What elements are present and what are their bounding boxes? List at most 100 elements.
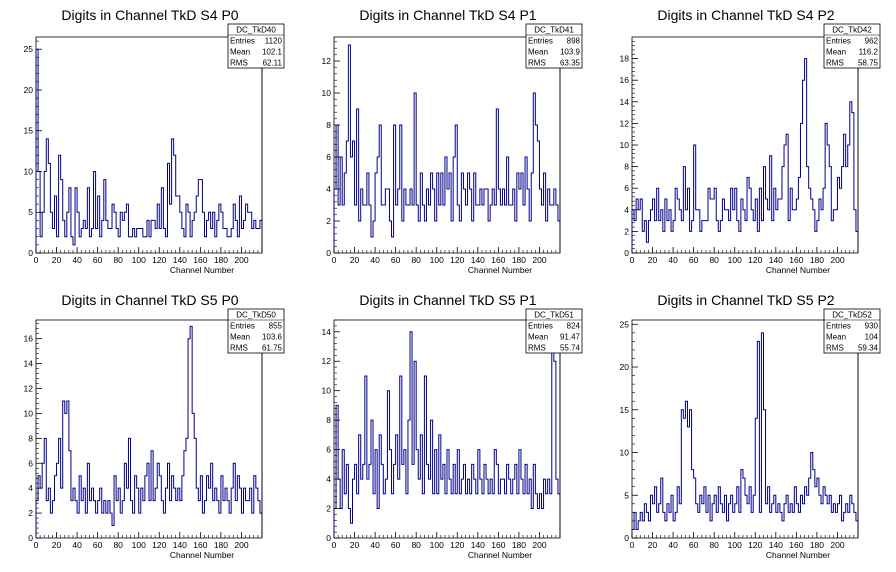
- y-tick-label: 4: [624, 205, 629, 215]
- x-tick-label: 160: [789, 540, 803, 550]
- stats-box: [823, 23, 881, 69]
- x-tick-label: 100: [430, 255, 444, 265]
- panel-title: Digits in Channel TkD S5 P1: [359, 292, 536, 308]
- x-tick-label: 100: [728, 540, 742, 550]
- y-tick-label: 2: [326, 216, 331, 226]
- x-tick-label: 160: [789, 255, 803, 265]
- y-tick-label: 15: [24, 126, 34, 136]
- stats-box: [227, 23, 285, 69]
- y-tick-label: 6: [28, 458, 33, 468]
- plot-frame: [333, 36, 561, 254]
- x-tick-label: 180: [512, 255, 526, 265]
- y-tick-label: 12: [322, 356, 332, 366]
- panel-title: Digits in Channel TkD S4 P1: [359, 7, 536, 23]
- x-tick-label: 20: [350, 540, 360, 550]
- stats-value: 104: [865, 333, 879, 342]
- panel-title: Digits in Channel TkD S4 P0: [61, 7, 238, 23]
- stats-label: Mean: [826, 333, 846, 342]
- stats-label: RMS: [230, 344, 248, 353]
- x-tick-label: 0: [630, 255, 635, 265]
- x-tick-label: 60: [93, 540, 103, 550]
- y-tick-label: 2: [28, 508, 33, 518]
- x-tick-label: 160: [193, 255, 207, 265]
- panel-title: Digits in Channel TkD S4 P2: [657, 7, 834, 23]
- y-tick-label: 6: [326, 152, 331, 162]
- x-tick-label: 140: [471, 255, 485, 265]
- x-tick-label: 80: [113, 255, 123, 265]
- x-tick-label: 60: [391, 540, 401, 550]
- x-tick-label: 80: [411, 540, 421, 550]
- y-tick-label: 20: [620, 362, 630, 372]
- y-tick-label: 10: [322, 386, 332, 396]
- x-tick-label: 0: [34, 255, 39, 265]
- x-tick-label: 80: [709, 540, 719, 550]
- stats-value: 55.74: [560, 344, 581, 353]
- y-tick-label: 6: [326, 445, 331, 455]
- panel-title: Digits in Channel TkD S5 P2: [657, 292, 834, 308]
- x-tick-label: 20: [648, 540, 658, 550]
- x-tick-label: 100: [132, 255, 146, 265]
- x-tick-label: 180: [214, 255, 228, 265]
- x-tick-label: 200: [532, 255, 546, 265]
- x-tick-label: 40: [668, 255, 678, 265]
- y-tick-label: 8: [326, 415, 331, 425]
- panel-title: Digits in Channel TkD S5 P0: [61, 292, 238, 308]
- y-tick-label: 8: [28, 433, 33, 443]
- stats-box: [823, 308, 881, 354]
- y-tick-label: 2: [624, 226, 629, 236]
- stats-value: 930: [865, 322, 879, 331]
- stats-value: 824: [567, 322, 581, 331]
- stats-label: RMS: [826, 59, 844, 68]
- x-tick-label: 120: [748, 540, 762, 550]
- x-tick-label: 180: [214, 540, 228, 550]
- y-tick-label: 4: [28, 483, 33, 493]
- y-tick-label: 0: [624, 248, 629, 258]
- stats-label: Entries: [826, 322, 851, 331]
- histogram-series: [333, 331, 561, 538]
- stats-box: [227, 308, 285, 354]
- x-tick-label: 40: [668, 540, 678, 550]
- y-tick-label: 10: [24, 408, 34, 418]
- histogram-series: [631, 58, 859, 253]
- x-tick-label: 200: [234, 255, 248, 265]
- stats-histogram-name: DC_TkD51: [534, 311, 574, 320]
- stats-value: 116.2: [859, 48, 879, 57]
- x-tick-label: 40: [370, 540, 380, 550]
- x-tick-label: 140: [769, 540, 783, 550]
- x-tick-label: 20: [52, 255, 62, 265]
- x-tick-label: 120: [450, 255, 464, 265]
- x-tick-label: 100: [132, 540, 146, 550]
- stats-value: 898: [567, 37, 581, 46]
- y-tick-label: 10: [620, 448, 630, 458]
- stats-value: 58.75: [858, 59, 879, 68]
- y-tick-label: 14: [24, 359, 34, 369]
- stats-histogram-name: DC_TkD52: [832, 311, 872, 320]
- x-tick-label: 0: [332, 540, 337, 550]
- y-tick-label: 8: [326, 120, 331, 130]
- x-tick-label: 120: [748, 255, 762, 265]
- x-tick-label: 120: [152, 255, 166, 265]
- histogram-series: [333, 44, 561, 253]
- x-tick-label: 120: [152, 540, 166, 550]
- x-tick-label: 120: [450, 540, 464, 550]
- x-axis-label: Channel Number: [766, 265, 830, 275]
- stats-histogram-name: DC_TkD42: [832, 26, 872, 35]
- x-axis-label: Channel Number: [766, 550, 830, 560]
- stats-label: Entries: [230, 322, 255, 331]
- x-tick-label: 200: [532, 540, 546, 550]
- stats-box: [525, 308, 583, 354]
- y-tick-label: 6: [624, 183, 629, 193]
- y-tick-label: 4: [326, 474, 331, 484]
- y-tick-label: 10: [322, 88, 332, 98]
- stats-histogram-name: DC_TkD50: [236, 311, 276, 320]
- x-tick-label: 160: [491, 255, 505, 265]
- stats-histogram-name: DC_TkD41: [534, 26, 574, 35]
- x-tick-label: 80: [411, 255, 421, 265]
- x-axis-label: Channel Number: [468, 550, 532, 560]
- x-tick-label: 160: [193, 540, 207, 550]
- y-tick-label: 14: [322, 327, 332, 337]
- stats-value: 63.35: [560, 59, 581, 68]
- x-tick-label: 20: [350, 255, 360, 265]
- histogram-series: [631, 332, 859, 538]
